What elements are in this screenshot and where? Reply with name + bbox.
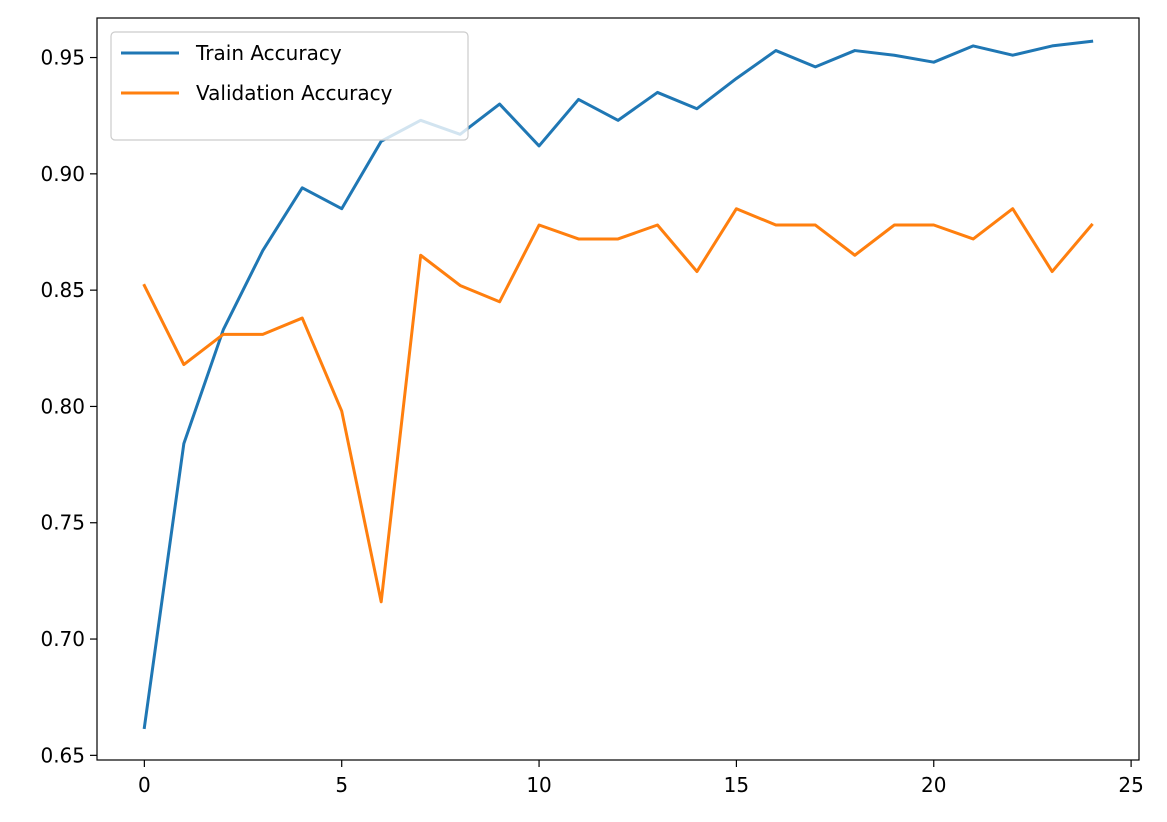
x-tick-label: 0: [138, 773, 151, 797]
x-axis: 0 5 10 15 20 25: [138, 760, 1144, 797]
series-line-0: [142, 39, 1094, 730]
x-tick-label: 15: [724, 773, 749, 797]
y-tick-label: 0.90: [40, 162, 85, 186]
y-tick-label: 0.70: [40, 627, 85, 651]
legend-box: [110, 31, 469, 141]
x-tick-label: 25: [1118, 773, 1143, 797]
y-tick-label: 0.85: [40, 278, 85, 302]
legend-label-0: Train Accuracy: [195, 41, 342, 65]
y-tick-label: 0.75: [40, 511, 85, 535]
plot-frame: [96, 17, 1140, 761]
legend: Train Accuracy Validation Accuracy: [110, 31, 469, 141]
legend-label-1: Validation Accuracy: [196, 81, 393, 105]
series-line-1: [142, 207, 1094, 604]
y-tick-label: 0.65: [40, 743, 85, 767]
y-tick-label: 0.95: [40, 46, 85, 70]
plot-area: [97, 18, 1139, 760]
y-tick-label: 0.80: [40, 394, 85, 418]
series-layer: [142, 39, 1094, 730]
x-tick-label: 20: [921, 773, 946, 797]
x-tick-label: 10: [526, 773, 551, 797]
y-axis: 0.65 0.70 0.75 0.80 0.85 0.90 0.95: [40, 46, 97, 767]
x-tick-label: 5: [335, 773, 348, 797]
